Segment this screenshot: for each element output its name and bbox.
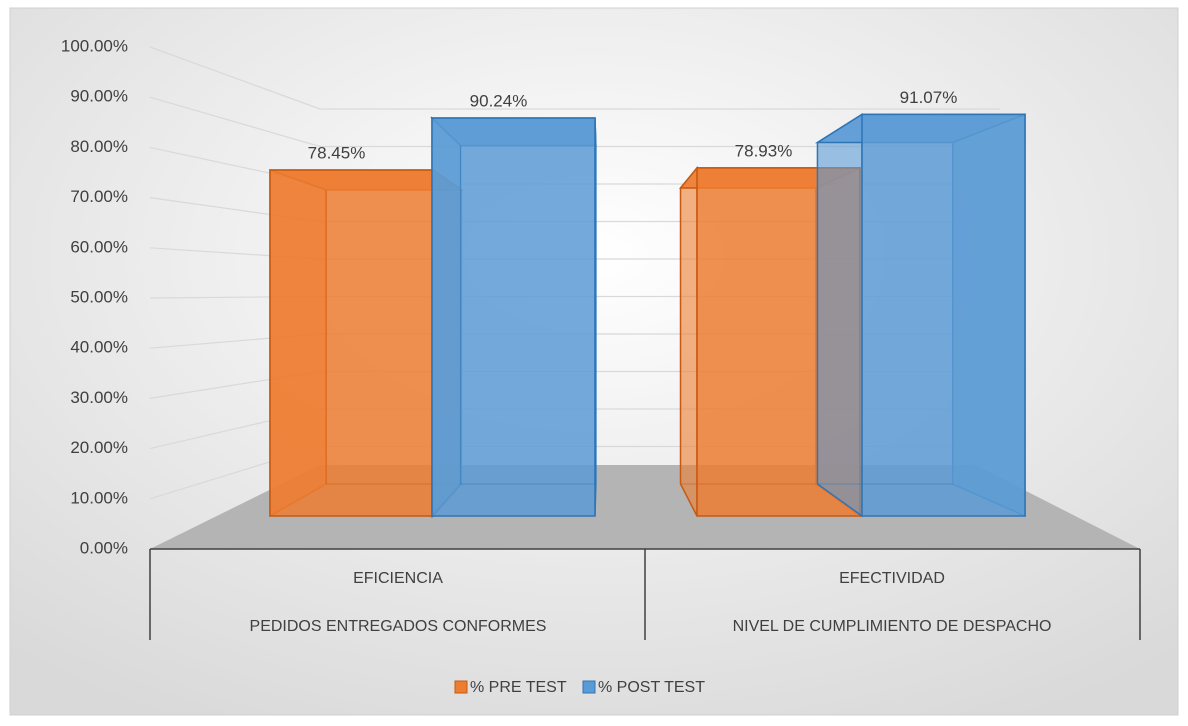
value-label: 90.24% <box>470 92 528 111</box>
legend-label: % PRE TEST <box>470 679 567 696</box>
legend-swatch <box>454 680 468 694</box>
legend-label: % POST TEST <box>598 679 705 696</box>
y-tick-label: 0.00% <box>80 538 128 557</box>
grid-line <box>149 46 1000 110</box>
value-label: 78.45% <box>308 144 366 163</box>
bar <box>269 169 434 517</box>
x-tick-label: EFECTIVIDAD <box>839 570 945 587</box>
x-tick-label: EFICIENCIA <box>353 570 443 587</box>
bar-side <box>816 113 863 518</box>
x-subcategory-label: PEDIDOS ENTREGADOS CONFORMES <box>250 618 547 635</box>
value-label: 78.93% <box>735 141 793 160</box>
y-tick-label: 60.00% <box>70 237 128 256</box>
y-tick-label: 70.00% <box>70 187 128 206</box>
y-tick-label: 20.00% <box>70 438 128 457</box>
y-tick-label: 50.00% <box>70 287 128 306</box>
y-tick-label: 10.00% <box>70 488 128 507</box>
legend-swatch <box>582 680 596 694</box>
grid-line <box>149 96 1000 148</box>
x-subcategory-label: NIVEL DE CUMPLIMIENTO DE DESPACHO <box>733 618 1052 635</box>
bar <box>431 117 596 517</box>
y-tick-label: 100.00% <box>61 36 128 55</box>
y-tick-label: 30.00% <box>70 388 128 407</box>
bar-side <box>679 165 698 517</box>
y-tick-label: 40.00% <box>70 338 128 357</box>
y-tick-label: 80.00% <box>70 137 128 156</box>
y-tick-label: 90.00% <box>70 87 128 106</box>
value-label: 91.07% <box>900 88 958 107</box>
bar <box>861 113 1026 517</box>
